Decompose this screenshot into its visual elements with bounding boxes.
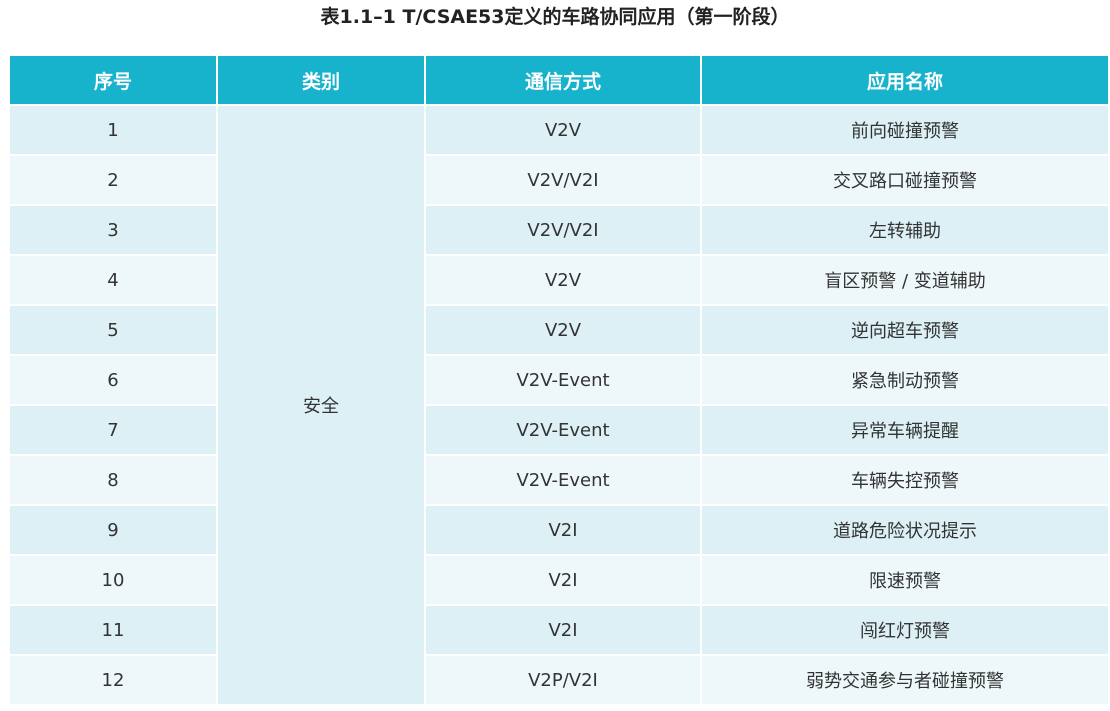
row-number: 3: [8, 204, 218, 256]
table-row: 1 安全 V2V 前向碰撞预警: [8, 104, 1110, 706]
application-name: 交叉路口碰撞预警: [700, 154, 1110, 206]
table-row: 11 V2I 闯红灯预警: [8, 604, 1110, 656]
table-row: 2 V2V/V2I 交叉路口碰撞预警: [8, 154, 1110, 206]
communication-mode: V2V-Event: [424, 404, 702, 456]
table-row: 6 V2V-Event 紧急制动预警: [8, 354, 1110, 406]
application-name: 道路危险状况提示: [700, 504, 1110, 556]
category-cell: 安全: [216, 104, 426, 706]
application-name: 异常车辆提醒: [700, 404, 1110, 456]
communication-mode: V2V-Event: [424, 354, 702, 406]
table-row: 10 V2I 限速预警: [8, 554, 1110, 606]
table-row: 8 V2V-Event 车辆失控预警: [8, 454, 1110, 506]
row-number: 5: [8, 304, 218, 356]
table-body: 1 安全 V2V 前向碰撞预警 2 V2V/V2I 交叉路口碰撞预警 3 V2V/V2I 左转辅助…: [8, 104, 1110, 706]
column-header: 类别: [216, 54, 426, 106]
table-row: 9 V2I 道路危险状况提示: [8, 504, 1110, 556]
data-table: 序号 类别 通信方式 应用名称 1 安全 V2V 前向碰撞预警 2 V2V/V2I 交叉路口碰撞预…: [8, 54, 1110, 706]
row-number: 8: [8, 454, 218, 506]
row-number: 4: [8, 254, 218, 306]
application-name: 左转辅助: [700, 204, 1110, 256]
application-name: 盲区预警 / 变道辅助: [700, 254, 1110, 306]
table-row: 7 V2V-Event 异常车辆提醒: [8, 404, 1110, 456]
communication-mode: V2P/V2I: [424, 654, 702, 706]
row-number: 2: [8, 154, 218, 206]
communication-mode: V2I: [424, 604, 702, 656]
communication-mode: V2V: [424, 304, 702, 356]
row-number: 7: [8, 404, 218, 456]
communication-mode: V2V: [424, 254, 702, 306]
row-number: 1: [8, 104, 218, 156]
communication-mode: V2V/V2I: [424, 154, 702, 206]
application-name: 限速预警: [700, 554, 1110, 606]
application-name: 逆向超车预警: [700, 304, 1110, 356]
row-number: 6: [8, 354, 218, 406]
table-row: 3 V2V/V2I 左转辅助: [8, 204, 1110, 256]
header-row: 序号 类别 通信方式 应用名称: [8, 54, 1110, 106]
table-row: 4 V2V 盲区预警 / 变道辅助: [8, 254, 1110, 306]
application-name: 闯红灯预警: [700, 604, 1110, 656]
communication-mode: V2V: [424, 104, 702, 156]
row-number: 11: [8, 604, 218, 656]
communication-mode: V2V/V2I: [424, 204, 702, 256]
application-name: 前向碰撞预警: [700, 104, 1110, 156]
communication-mode: V2I: [424, 504, 702, 556]
application-name: 车辆失控预警: [700, 454, 1110, 506]
table-title: 表1.1–1 T/CSAE53定义的车路协同应用（第一阶段）: [320, 6, 790, 28]
application-name: 紧急制动预警: [700, 354, 1110, 406]
column-header: 序号: [8, 54, 218, 106]
row-number: 9: [8, 504, 218, 556]
column-header: 通信方式: [424, 54, 702, 106]
row-number: 12: [8, 654, 218, 706]
column-header: 应用名称: [700, 54, 1110, 106]
communication-mode: V2I: [424, 554, 702, 606]
table-row: 12 V2P/V2I 弱势交通参与者碰撞预警: [8, 654, 1110, 706]
application-name: 弱势交通参与者碰撞预警: [700, 654, 1110, 706]
communication-mode: V2V-Event: [424, 454, 702, 506]
table-row: 5 V2V 逆向超车预警: [8, 304, 1110, 356]
row-number: 10: [8, 554, 218, 606]
